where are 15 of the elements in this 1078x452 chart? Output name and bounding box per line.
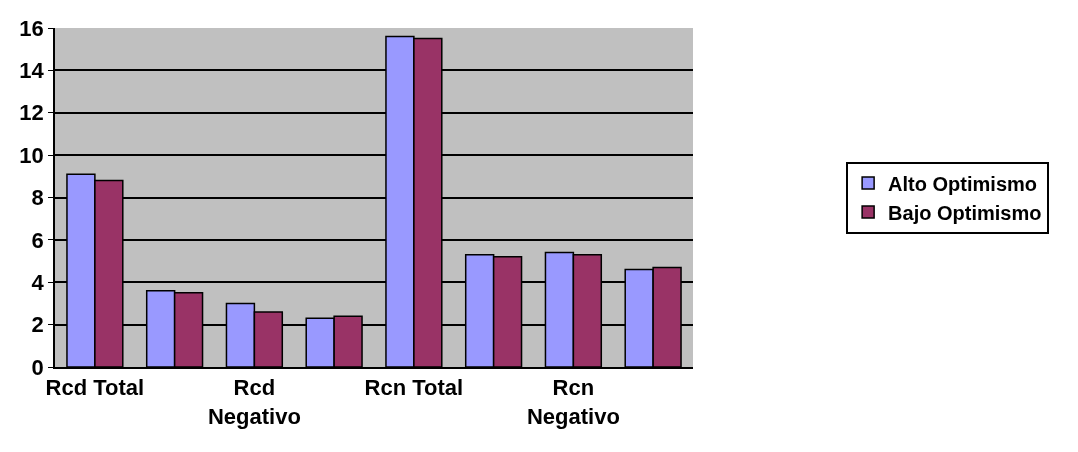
y-tick-label: 12	[19, 100, 44, 126]
y-tick-label: 10	[19, 142, 44, 168]
y-tick-label: 4	[31, 269, 45, 295]
y-tick-label: 16	[19, 15, 44, 41]
y-tick-label: 0	[31, 354, 44, 380]
y-tick-label: 6	[31, 227, 44, 253]
y-tick-label: 2	[31, 312, 44, 338]
y-tick-label: 8	[31, 185, 44, 211]
legend-label: Bajo Optimismo	[888, 201, 1042, 224]
x-tick-label: Rcd Negativo	[207, 375, 301, 429]
x-tick-label: Rcn Total	[364, 375, 464, 401]
x-tick-label: Rcd Total	[45, 375, 145, 401]
legend-label: Alto Optimismo	[888, 172, 1038, 195]
y-tick-label: 14	[19, 58, 45, 84]
x-tick-label: Rcn Negativo	[526, 375, 620, 429]
